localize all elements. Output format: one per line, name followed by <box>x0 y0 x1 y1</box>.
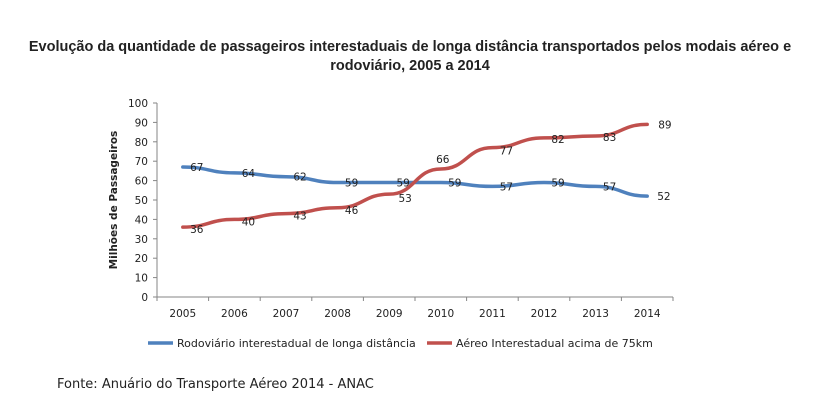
y-tick-label: 60 <box>135 176 148 188</box>
chart-title-line-2: rodoviário, 2005 a 2014 <box>330 58 490 74</box>
y-axis-title: Milhões de Passageiros <box>108 131 120 270</box>
data-label: 59 <box>448 178 461 190</box>
data-label: 62 <box>293 172 306 184</box>
data-label: 57 <box>500 181 513 193</box>
x-tick-label: 2010 <box>427 308 454 320</box>
x-tick-label: 2012 <box>531 308 558 320</box>
y-tick-label: 20 <box>135 253 148 265</box>
x-tick-label: 2008 <box>324 308 351 320</box>
data-label: 89 <box>658 119 671 131</box>
y-tick-label: 10 <box>135 273 148 285</box>
chart-legend: Rodoviário interestadual de longa distân… <box>148 337 653 350</box>
x-tick-label: 2013 <box>582 308 609 320</box>
y-tick-label: 40 <box>135 214 148 226</box>
chart-axes: 0 10 20 30 40 50 60 70 80 90 100 2005 2006 2007 2008 20… <box>108 98 674 320</box>
x-tick-label: 2007 <box>273 308 300 320</box>
data-label: 59 <box>345 178 358 190</box>
x-tick-label: 2005 <box>169 308 196 320</box>
data-label: 36 <box>190 224 204 236</box>
y-tick-label: 30 <box>135 234 148 246</box>
data-label: 43 <box>293 211 306 223</box>
series-line-1 <box>181 122 649 229</box>
y-tick-label: 70 <box>135 156 148 168</box>
x-tick-label: 2006 <box>221 308 248 320</box>
x-tick-label: 2014 <box>634 308 661 320</box>
data-label: 40 <box>242 216 255 228</box>
data-label: 67 <box>190 162 203 174</box>
data-label: 46 <box>345 205 359 217</box>
chart-title-line-1: Evolução da quantidade de passageiros in… <box>28 39 792 55</box>
x-tick-label: 2009 <box>376 308 403 320</box>
chart-series: 67 64 62 59 59 59 57 59 57 52 36 40 43 46 53 66 77 82 83 89 <box>181 119 672 236</box>
data-label: 53 <box>399 193 412 205</box>
y-tick-label: 80 <box>135 137 148 149</box>
data-label: 52 <box>657 191 670 203</box>
y-tick-label: 0 <box>141 292 148 304</box>
legend-label-1: Aéreo Interestadual acima de 75km <box>456 337 653 350</box>
data-label: 77 <box>500 146 513 158</box>
y-tick-label: 90 <box>135 117 148 129</box>
y-tick-label: 100 <box>128 98 148 110</box>
legend-label-0: Rodoviário interestadual de longa distân… <box>177 337 416 350</box>
data-label: 64 <box>242 168 256 180</box>
x-tick-label: 2011 <box>479 308 506 320</box>
y-tick-label: 50 <box>135 195 148 207</box>
data-label: 57 <box>603 181 616 193</box>
data-label: 83 <box>603 132 616 144</box>
source-note: Fonte: Anuário do Transporte Aéreo 2014 … <box>57 377 374 392</box>
data-label: 59 <box>397 178 410 190</box>
data-label: 66 <box>436 154 450 166</box>
data-label: 59 <box>551 178 564 190</box>
data-label: 82 <box>551 134 564 146</box>
